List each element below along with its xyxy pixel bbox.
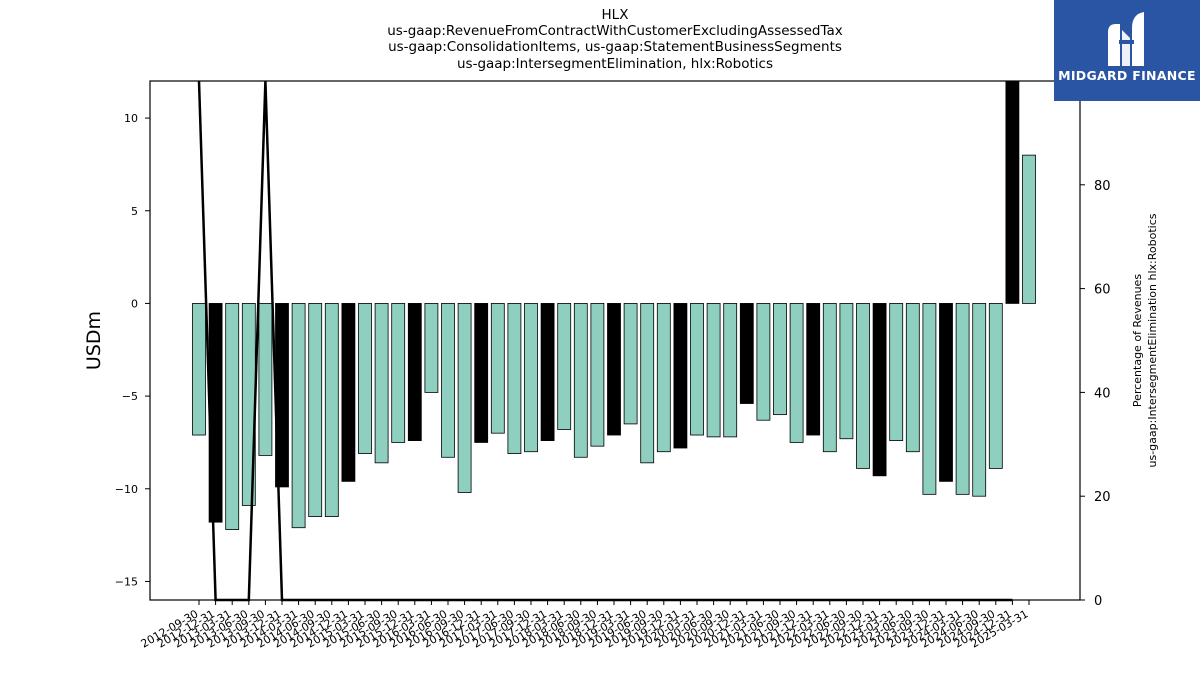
bar-2016-03-31 [424,303,439,393]
bar-2018-06-30 [573,303,588,458]
bar-2014-09-30 [324,303,339,517]
y2-tick-label: 0 [1094,594,1102,609]
bar-2014-12-31 [341,303,356,482]
bar-2025-03-31 [1022,154,1036,304]
bar-2015-06-30 [374,303,389,464]
bar-2016-09-30 [457,303,472,493]
bar-2023-03-31 [889,303,904,441]
bar-2022-09-30 [856,303,870,469]
bar-2024-06-30 [972,303,987,497]
bar-2021-03-31 [756,303,771,421]
bar-2015-12-31 [407,303,422,441]
bar-2024-03-31 [955,303,970,495]
chart-title-line-3: us-gaap:ConsolidationItems, us-gaap:Stat… [388,39,842,55]
bar-2023-12-31 [939,303,953,482]
bar-2015-09-30 [391,303,406,443]
bar-2019-03-31 [623,303,638,425]
logo-text: MIDGARD FINANCE [1058,68,1196,83]
bar-2014-03-31 [291,303,306,529]
plot-frame [149,80,1081,601]
bar-2020-09-30 [723,303,738,438]
y2-tick-label: 60 [1094,283,1111,298]
bar-2015-03-31 [358,303,372,454]
bar-2016-12-31 [474,303,489,443]
y-axis-label: USDm [83,311,105,370]
bar-2021-12-31 [806,303,821,436]
bar-2023-06-30 [905,303,920,453]
bar-2013-03-31 [225,303,240,530]
bar-2024-12-31 [1005,80,1020,304]
bar-2017-03-31 [490,303,505,434]
chart-title-line-4: us-gaap:IntersegmentElimination, hlx:Rob… [456,56,773,72]
bar-2014-06-30 [308,303,323,517]
bar-2020-06-30 [706,303,721,438]
y-tick-label: −10 [115,483,138,496]
bar-2016-06-30 [441,303,455,458]
y2-tick-label: 20 [1094,490,1111,505]
bar-2018-03-31 [557,303,572,430]
midgard-logo-icon [1108,12,1144,66]
chart-title-line-1: HLX [601,7,629,23]
y-tick-label: −15 [115,575,138,588]
bar-2012-09-30 [192,303,206,436]
bar-2019-09-30 [656,303,671,453]
bar-2019-06-30 [640,303,655,464]
y-tick-label: 0 [131,297,138,310]
bar-2022-12-31 [872,303,887,477]
bar-2020-03-31 [690,303,704,436]
y-tick-label: 5 [131,205,138,218]
y2-tick-label: 40 [1094,386,1111,401]
bar-2022-06-30 [839,303,854,440]
bar-2024-09-30 [988,303,1003,469]
bar-2023-09-30 [922,303,937,495]
bar-2017-12-31 [540,303,555,441]
bar-2021-09-30 [789,303,804,443]
bar-2020-12-31 [739,303,754,404]
y-tick-label: −5 [122,390,138,403]
bar-2017-09-30 [524,303,538,453]
y2-axis-label-line-2: us-gaap:IntersegmentElimination hlx:Robo… [1146,213,1159,467]
bar-2018-09-30 [590,303,605,447]
bar-2013-09-30 [258,303,273,456]
y2-axis-label-line-1: Percentage of Revenues [1131,274,1144,407]
midgard-finance-logo: MIDGARD FINANCE [1054,0,1200,101]
bar-2017-06-30 [507,303,522,454]
bar-2021-06-30 [773,303,787,416]
bar-2019-12-31 [673,303,688,449]
bar-2022-03-31 [822,303,837,453]
chart-title-line-2: us-gaap:RevenueFromContractWithCustomerE… [387,23,843,39]
y-tick-label: 10 [124,112,138,125]
bar-2018-12-31 [607,303,621,436]
y2-tick-label: 80 [1094,179,1111,194]
